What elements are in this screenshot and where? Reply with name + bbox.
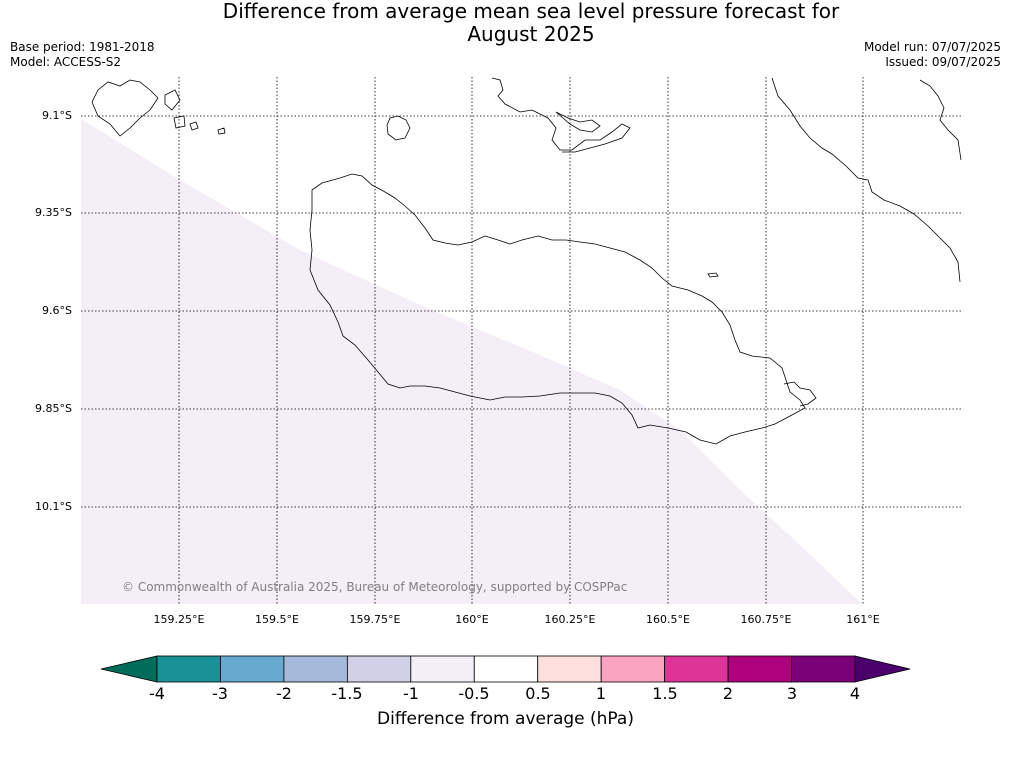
- coast-florida-islands: [491, 77, 631, 153]
- colorbar-segment: [473, 655, 539, 683]
- title-line-1: Difference from average mean sea level p…: [222, 0, 840, 23]
- lon-label-159-5: 159.5°E: [255, 613, 299, 626]
- colorbar-title: Difference from average (hPa): [377, 709, 634, 729]
- colorbar-low-extend: [100, 655, 158, 683]
- cbar-tick-label: 1: [595, 684, 607, 703]
- cbar-tick-label: 1.5: [652, 684, 678, 703]
- islet-small-east: [707, 272, 719, 278]
- colorbar-segment: [156, 655, 221, 683]
- anomaly-shade: [81, 119, 862, 604]
- cbar-tick-label: -2: [276, 684, 292, 703]
- map-title: Difference from average mean sea level p…: [0, 0, 1011, 46]
- colorbar-segment: [600, 655, 666, 683]
- coast-malaita: [771, 77, 961, 283]
- lon-label-161: 161°E: [846, 613, 880, 626]
- lon-label-160-25: 160.25°E: [544, 613, 596, 626]
- islet-north: [386, 115, 411, 141]
- colorbar-segment: [727, 655, 792, 683]
- coast-northwest: [91, 79, 226, 137]
- coast-northeast: [919, 79, 962, 161]
- colorbar-segment: [537, 655, 602, 683]
- cbar-tick-label: 4: [849, 684, 861, 703]
- coast-cape: [783, 381, 817, 407]
- cbar-tick-label: -3: [212, 684, 228, 703]
- base-period: Base period: 1981-2018: [10, 40, 155, 54]
- cbar-tick-label: 3: [786, 684, 798, 703]
- lat-label-9-1: 9.1°S: [42, 109, 72, 122]
- colorbar-segment: [410, 655, 475, 683]
- lat-label-9-35: 9.35°S: [35, 206, 72, 219]
- copyright-notice: © Commonwealth of Australia 2025, Bureau…: [122, 580, 628, 594]
- meta-left: Base period: 1981-2018 Model: ACCESS-S2: [10, 40, 155, 70]
- lon-label-159-75: 159.75°E: [349, 613, 401, 626]
- issued-date: Issued: 09/07/2025: [885, 55, 1001, 69]
- cbar-tick-label: -0.5: [458, 684, 490, 703]
- coastlines: [91, 77, 962, 445]
- colorbar-segment: [346, 655, 412, 683]
- graticule: [81, 77, 961, 604]
- cbar-tick-label: -1.5: [331, 684, 363, 703]
- colorbar-segment: [791, 655, 856, 683]
- lon-label-159-25: 159.25°E: [153, 613, 205, 626]
- colorbar-segment: [220, 655, 285, 683]
- lon-label-160-5: 160.5°E: [646, 613, 690, 626]
- model-name: Model: ACCESS-S2: [10, 55, 122, 69]
- meta-right: Model run: 07/07/2025 Issued: 09/07/2025: [864, 40, 1001, 70]
- lon-label-160-75: 160.75°E: [740, 613, 792, 626]
- lon-label-160: 160°E: [455, 613, 489, 626]
- lat-label-9-85: 9.85°S: [35, 402, 72, 415]
- title-line-2: August 2025: [467, 22, 595, 46]
- island-guadalcanal-coast: [309, 173, 806, 445]
- cbar-tick-label: -1: [403, 684, 419, 703]
- lat-label-10-1: 10.1°S: [35, 500, 72, 513]
- model-run: Model run: 07/07/2025: [863, 40, 1001, 54]
- colorbar: [100, 655, 911, 683]
- cbar-tick-label: -4: [149, 684, 165, 703]
- colorbar-segment: [664, 655, 729, 683]
- cbar-tick-label: 0.5: [525, 684, 551, 703]
- cbar-tick-label: 2: [722, 684, 734, 703]
- colorbar-segment: [283, 655, 348, 683]
- colorbar-high-extend: [854, 655, 911, 683]
- lat-label-9-6: 9.6°S: [42, 304, 72, 317]
